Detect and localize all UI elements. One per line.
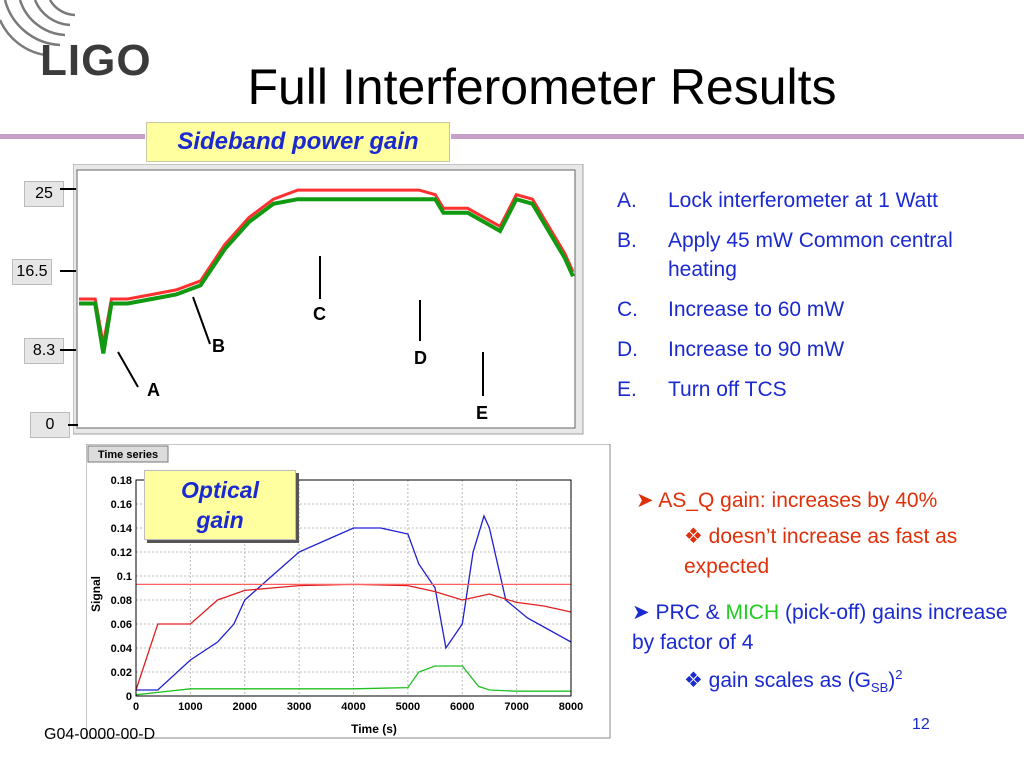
y-tick-mark <box>60 188 76 190</box>
diamond-bullet-icon: ❖ <box>684 525 703 548</box>
y-tick-8-3: 8.3 <box>24 338 64 364</box>
step-text: Turn off TCS <box>668 378 787 401</box>
diamond-bullet-icon: ❖ <box>684 669 703 692</box>
optical-xtick-label: 5000 <box>396 701 420 713</box>
asq-bullet: ➤ AS_Q gain: increases by 40% <box>632 486 1017 516</box>
optical-xtick-label: 7000 <box>504 701 528 713</box>
optical-ytick-label: 0.16 <box>111 499 132 511</box>
optical-ytick-label: 0.1 <box>117 571 132 583</box>
page-number: 12 <box>912 716 930 733</box>
optical-label-line1: Optical <box>181 477 259 503</box>
slide-title: Full Interferometer Results <box>247 59 837 115</box>
sideband-series-1 <box>79 196 575 354</box>
sideband-label-box: Sideband power gain <box>146 122 450 162</box>
step-text: Increase to 60 mW <box>668 298 845 321</box>
optical-xtick-label: 2000 <box>233 701 257 713</box>
y-tick-mark <box>60 349 76 351</box>
gain-sub-subscript: SB <box>870 680 889 696</box>
optical-gain-label: Optical gain <box>144 470 296 540</box>
arrow-bullet-icon: ➤ <box>632 601 650 624</box>
marker-b: B <box>212 336 225 356</box>
arrow-a <box>117 351 139 388</box>
marker-e: E <box>476 403 489 423</box>
asq-sub-bullet: ❖ doesn’t increase as fast as expected <box>632 522 1017 582</box>
optical-label-line2: gain <box>196 507 244 533</box>
marker-c: C <box>313 304 326 324</box>
prc-bullet: ➤ PRC & MICH (pick-off) gains increase b… <box>632 598 1017 658</box>
asq-text: AS_Q gain: increases by 40% <box>658 489 938 512</box>
optical-ytick-label: 0.12 <box>111 547 132 559</box>
gain-sub-post: ) <box>888 669 896 692</box>
step-key: C. <box>617 298 638 321</box>
optical-xtick-label: 1000 <box>178 701 202 713</box>
title-divider <box>0 134 1024 139</box>
step-item: D. Increase to 90 mW <box>617 335 1017 364</box>
marker-a: A <box>147 380 160 400</box>
step-item: A. Lock interferometer at 1 Watt <box>617 186 1017 215</box>
step-key: A. <box>617 189 637 212</box>
optical-xtick-label: 4000 <box>341 701 365 713</box>
step-text: Lock interferometer at 1 Watt <box>668 189 938 212</box>
optical-ytick-label: 0 <box>126 691 132 703</box>
sideband-gain-plot <box>73 164 584 435</box>
optical-xlabel: Time (s) <box>351 722 397 736</box>
arrow-b <box>192 296 211 345</box>
optical-series-2 <box>135 665 571 696</box>
y-tick-mark <box>60 270 76 272</box>
step-item: B. Apply 45 mW Common central heating <box>617 226 1017 284</box>
gain-sub-superscript: 2 <box>895 667 903 682</box>
gain-sub-pre: gain scales as (G <box>708 669 871 692</box>
optical-ytick-label: 0.04 <box>111 643 133 655</box>
step-item: E. Turn off TCS <box>617 375 1017 404</box>
ligo-logo: LIGO <box>40 36 152 85</box>
optical-xtick-label: 3000 <box>287 701 311 713</box>
step-text: Increase to 90 mW <box>668 338 845 361</box>
arrow-bullet-icon: ➤ <box>636 489 654 512</box>
optical-series-group <box>135 514 572 696</box>
optical-ylabel: Signal <box>89 576 103 612</box>
optical-ytick-label: 0.08 <box>111 595 132 607</box>
step-key: D. <box>617 338 638 361</box>
prc-text-a: PRC & <box>655 601 720 624</box>
optical-ytick-label: 0.02 <box>111 667 132 679</box>
prc-text-b: (pick-off) gains increase by factor of 4 <box>632 601 1008 654</box>
document-id: G04-0000-00-D <box>44 726 156 743</box>
optical-plot-frame <box>135 479 572 697</box>
gain-sub-bullet: ❖ gain scales as (GSB)2 <box>632 660 1017 703</box>
optical-xtick-label: 6000 <box>450 701 474 713</box>
sideband-series-0 <box>79 188 575 345</box>
marker-d: D <box>414 348 427 368</box>
asq-sub-text: doesn’t increase as fast as expected <box>684 525 958 578</box>
y-tick-16-5: 16.5 <box>12 259 52 285</box>
findings-bullets: ➤ AS_Q gain: increases by 40% ❖ doesn’t … <box>632 486 1017 703</box>
time-series-tab: Time series <box>98 449 158 461</box>
step-list: A. Lock interferometer at 1 Watt B. Apply … <box>617 186 1017 415</box>
optical-xtick-label: 0 <box>133 701 139 713</box>
step-key: E. <box>617 378 637 401</box>
optical-ytick-label: 0.18 <box>111 475 132 487</box>
optical-ytick-label: 0.14 <box>111 523 133 535</box>
optical-xtick-label: 8000 <box>559 701 583 713</box>
step-key: B. <box>617 229 637 252</box>
optical-axes: 0 0.02 0.04 0.06 0.08 0.1 0.12 0.14 0.16 0.18 0 100… <box>111 475 584 713</box>
sideband-series-group <box>79 188 575 354</box>
y-tick-0: 0 <box>30 412 70 438</box>
sideband-label: Sideband power gain <box>146 122 450 162</box>
step-text: Apply 45 mW Common central heating <box>668 229 953 281</box>
logo-arcs <box>0 0 76 57</box>
step-item: C. Increase to 60 mW <box>617 295 1017 324</box>
y-tick-mark <box>68 424 78 426</box>
optical-ytick-label: 0.06 <box>111 619 132 631</box>
y-tick-25: 25 <box>24 181 64 207</box>
mich-text: MICH <box>725 601 780 624</box>
optical-series-0 <box>136 514 572 691</box>
